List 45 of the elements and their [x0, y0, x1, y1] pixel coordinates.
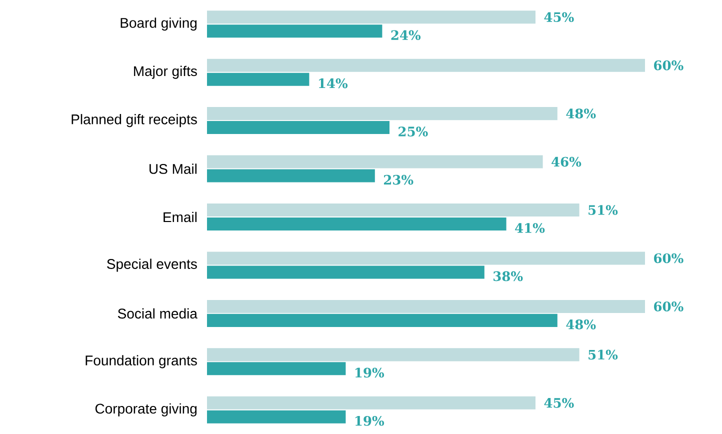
bar	[207, 169, 375, 182]
bar	[207, 300, 646, 313]
data-label: 45%	[544, 12, 574, 22]
bar	[207, 24, 382, 38]
data-label: 48%	[566, 108, 596, 118]
bar	[207, 266, 484, 279]
data-label: 60%	[654, 60, 684, 70]
data-label: 24%	[391, 30, 421, 40]
data-label: 60%	[654, 253, 684, 264]
data-label: 25%	[398, 126, 428, 136]
data-label: 48%	[566, 320, 596, 330]
y-tick-label: Email	[164, 212, 197, 222]
data-label: 38%	[494, 271, 523, 282]
bar	[207, 155, 543, 168]
y-tick-label: Foundation grants	[86, 355, 197, 368]
bar	[207, 107, 558, 120]
bar	[207, 314, 558, 327]
y-tick-label: Board giving	[120, 18, 197, 31]
bar	[207, 121, 390, 134]
y-tick-label: Major gifts	[134, 66, 197, 79]
y-tick-label: Special events	[107, 258, 197, 272]
data-label: 51%	[588, 205, 618, 215]
data-label: 46%	[552, 156, 582, 167]
data-label: 41%	[515, 223, 545, 233]
bar	[207, 362, 346, 376]
y-tick-label: US Mail	[150, 164, 197, 174]
bar	[207, 217, 506, 231]
bar	[207, 72, 310, 86]
data-label: 23%	[384, 174, 414, 185]
bar	[207, 58, 646, 72]
y-tick-label: Planned gift receipts	[72, 114, 197, 128]
y-tick-label: Corporate giving	[95, 403, 197, 416]
data-label: 51%	[588, 350, 618, 360]
data-label: 45%	[544, 398, 574, 408]
bar	[207, 396, 536, 410]
bar	[207, 252, 646, 265]
y-tick-label: Social media	[118, 308, 198, 319]
bar	[207, 10, 536, 24]
data-label: 19%	[355, 368, 384, 378]
data-label: 14%	[318, 78, 348, 88]
bar	[207, 348, 580, 362]
data-label: 60%	[654, 302, 684, 312]
bar	[207, 410, 346, 424]
data-label: 19%	[355, 416, 384, 426]
bar	[207, 204, 580, 217]
